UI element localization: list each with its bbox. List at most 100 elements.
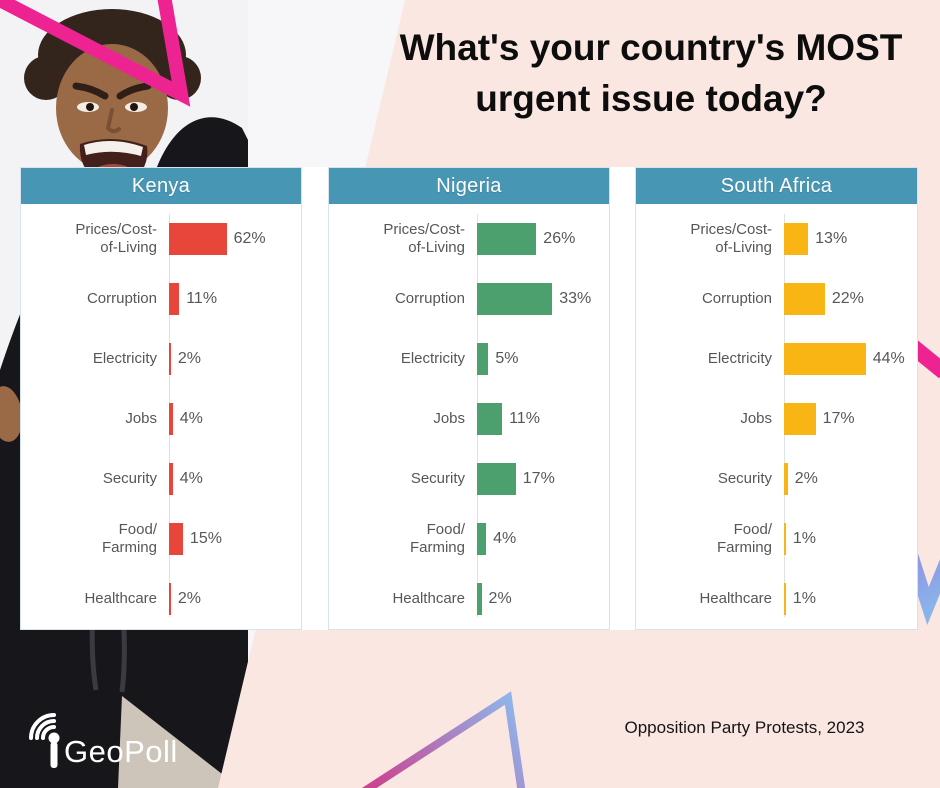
chart-row: Corruption 22%: [636, 269, 917, 329]
charts-row: Kenya Prices/Cost- of-Living 62% Corruption…: [20, 167, 918, 630]
bar-track: 11%: [477, 389, 609, 449]
bar-track: 33%: [477, 269, 609, 329]
category-label: Healthcare: [699, 589, 772, 607]
bar-track: 17%: [784, 389, 917, 449]
chart-row: Corruption 33%: [329, 269, 609, 329]
bar-track: 4%: [169, 389, 301, 449]
bar-track: 15%: [169, 509, 301, 569]
page-title: What's your country's MOST urgent issue …: [372, 22, 930, 124]
category-label: Security: [410, 469, 465, 487]
signal-antenna-icon: [29, 713, 60, 768]
value-label: 11%: [509, 410, 540, 427]
bar-track: 22%: [784, 269, 917, 329]
chart-row: Electricity 44%: [636, 329, 917, 389]
category-label: Healthcare: [392, 589, 465, 607]
bar-track: 26%: [477, 209, 609, 269]
category-label: Corruption: [394, 289, 465, 307]
bar: [784, 223, 809, 255]
chart-panel-nigeria: Nigeria Prices/Cost- of-Living 26% Corrupti…: [328, 167, 610, 630]
bar: [784, 283, 825, 315]
bar: [784, 343, 866, 375]
value-label: 26%: [543, 230, 576, 247]
chart-row: Food/ Farming 4%: [329, 509, 609, 569]
geopoll-logo-text: GeoPoll: [64, 734, 178, 769]
bar-track: 62%: [169, 209, 301, 269]
chart-row: Prices/Cost- of-Living 26%: [329, 209, 609, 269]
value-label: 11%: [186, 290, 218, 307]
chart-row: Healthcare 2%: [21, 569, 301, 629]
category-label: Electricity: [92, 349, 157, 367]
category-label: Security: [102, 469, 157, 487]
category-label: Electricity: [707, 349, 772, 367]
value-label: 33%: [559, 290, 592, 307]
page-title-line2: urgent issue today?: [475, 78, 827, 119]
bar: [477, 523, 487, 555]
chart-row: Security 4%: [21, 449, 301, 509]
bar: [477, 403, 503, 435]
chart-row: Electricity 5%: [329, 329, 609, 389]
bar-track: 2%: [169, 569, 301, 629]
chart-panel-kenya: Kenya Prices/Cost- of-Living 62% Corruption…: [20, 167, 302, 630]
bar-track: 17%: [477, 449, 609, 509]
chart-row: Jobs 4%: [21, 389, 301, 449]
chart-row: Prices/Cost- of-Living 62%: [21, 209, 301, 269]
bar: [169, 583, 171, 615]
chart-row: Healthcare 2%: [329, 569, 609, 629]
category-label: Food/ Farming: [409, 520, 465, 556]
value-label: 2%: [177, 590, 201, 607]
bar: [169, 223, 227, 255]
value-label: 22%: [831, 290, 864, 307]
chart-title: Kenya: [21, 168, 301, 204]
bar-track: 4%: [477, 509, 609, 569]
chart-row: Electricity 2%: [21, 329, 301, 389]
value-label: 62%: [233, 230, 266, 247]
value-label: 1%: [792, 590, 816, 607]
category-label: Prices/Cost- of-Living: [383, 220, 465, 256]
category-label: Security: [717, 469, 772, 487]
bar-track: 44%: [784, 329, 917, 389]
bar: [169, 463, 173, 495]
chart-row: Food/ Farming 1%: [636, 509, 917, 569]
bar: [169, 343, 171, 375]
value-label: 17%: [822, 410, 855, 427]
source-caption: Opposition Party Protests, 2023: [624, 718, 865, 737]
value-label: 44%: [872, 350, 905, 367]
category-label: Corruption: [86, 289, 157, 307]
category-label: Prices/Cost- of-Living: [75, 220, 157, 256]
bar: [477, 223, 537, 255]
chart-row: Food/ Farming 15%: [21, 509, 301, 569]
value-label: 13%: [815, 230, 848, 247]
category-label: Food/ Farming: [716, 520, 772, 556]
category-label: Electricity: [400, 349, 465, 367]
category-label: Food/ Farming: [101, 520, 157, 556]
value-label: 2%: [177, 350, 201, 367]
value-label: 4%: [493, 530, 517, 547]
bar: [784, 463, 788, 495]
bar: [477, 343, 489, 375]
bar-track: 4%: [169, 449, 301, 509]
chart-plot-area: Prices/Cost- of-Living 26% Corruption 33% El…: [329, 204, 609, 629]
bar-track: 2%: [784, 449, 917, 509]
bar-track: 5%: [477, 329, 609, 389]
bar-track: 2%: [169, 329, 301, 389]
chart-title: Nigeria: [329, 168, 609, 204]
bar: [784, 583, 786, 615]
chart-row: Corruption 11%: [21, 269, 301, 329]
value-label: 4%: [179, 470, 203, 487]
bar: [169, 523, 183, 555]
bar-track: 1%: [784, 509, 917, 569]
bar: [169, 283, 180, 315]
value-label: 2%: [794, 470, 818, 487]
category-label: Jobs: [433, 409, 465, 427]
category-label: Healthcare: [84, 589, 157, 607]
value-label: 2%: [488, 590, 512, 607]
bar: [477, 463, 516, 495]
category-label: Prices/Cost- of-Living: [690, 220, 772, 256]
bar: [477, 283, 553, 315]
bar-track: 11%: [169, 269, 301, 329]
bar: [784, 403, 816, 435]
chart-row: Healthcare 1%: [636, 569, 917, 629]
value-label: 4%: [179, 410, 203, 427]
bar-track: 1%: [784, 569, 917, 629]
